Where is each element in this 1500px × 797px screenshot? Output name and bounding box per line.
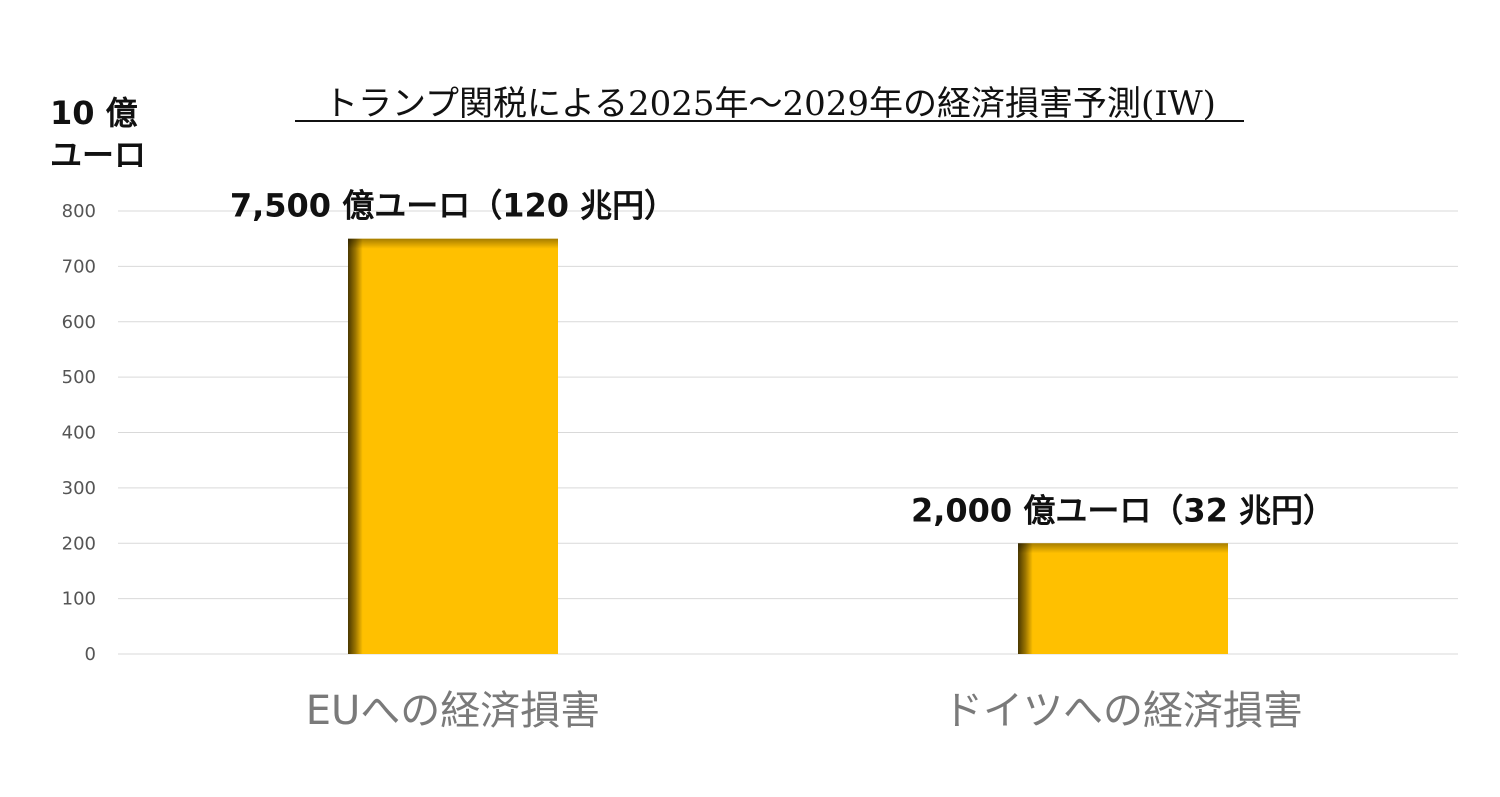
y-tick-label: 500 <box>62 367 96 388</box>
category-labels: EUへの経済損害 ドイツへの経済損害 <box>306 688 1303 734</box>
y-axis-unit-line2: ユーロ <box>50 136 146 174</box>
y-axis-ticks: 0 100 200 300 400 500 600 700 800 <box>62 201 96 665</box>
bars <box>348 238 1228 654</box>
y-tick-label: 200 <box>62 533 96 554</box>
y-tick-label: 600 <box>62 312 96 333</box>
y-tick-label: 400 <box>62 423 96 444</box>
bar-data-label: 7,500 億ユーロ（120 兆円） <box>230 187 676 225</box>
y-tick-label: 100 <box>62 589 96 610</box>
bar-top-shadow <box>1018 543 1228 554</box>
y-tick-label: 300 <box>62 478 96 499</box>
bar-top-shadow <box>348 238 558 249</box>
y-axis-unit-line1: 10 億 <box>50 94 138 132</box>
x-category-label: ドイツへの経済損害 <box>943 688 1303 734</box>
bar <box>348 238 558 654</box>
bar <box>1018 543 1228 654</box>
bar-data-label: 2,000 億ユーロ（32 兆円） <box>911 491 1335 529</box>
y-tick-label: 700 <box>62 256 96 277</box>
data-labels: 7,500 億ユーロ（120 兆円） 2,000 億ユーロ（32 兆円） <box>230 187 1335 530</box>
x-category-label: EUへの経済損害 <box>306 688 601 734</box>
y-tick-label: 0 <box>85 644 96 665</box>
chart-title: トランプ関税による2025年～2029年の経済損害予測(IW) <box>324 84 1216 124</box>
y-tick-label: 800 <box>62 201 96 222</box>
gridlines <box>118 210 1458 655</box>
